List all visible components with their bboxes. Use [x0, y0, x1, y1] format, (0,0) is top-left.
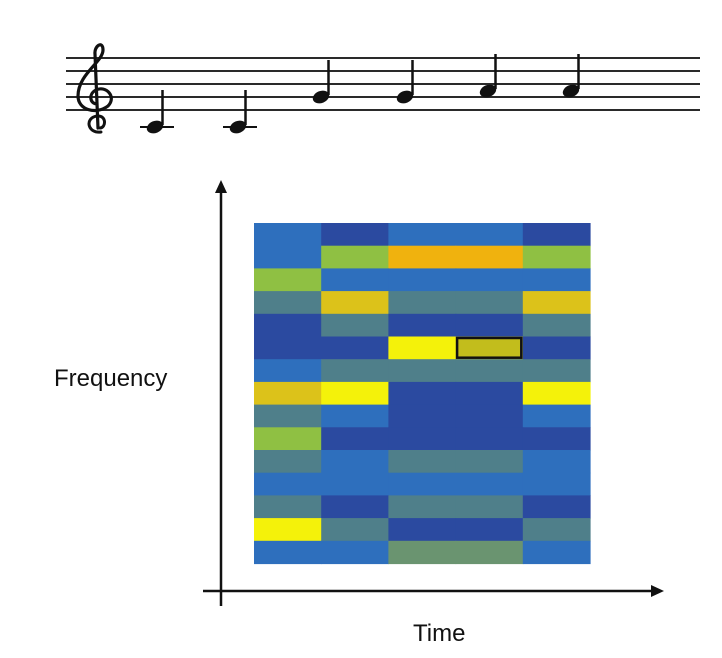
heatmap-cell: [388, 313, 457, 338]
x-axis-label: Time: [413, 620, 465, 647]
heatmap-cell: [455, 381, 524, 406]
heatmap-cell: [455, 313, 524, 338]
heatmap-cell: [254, 404, 322, 428]
heatmap-cell: [522, 336, 591, 360]
note: [562, 54, 580, 98]
note-head: [479, 84, 497, 98]
heatmap-cell: [455, 540, 524, 565]
note: [396, 60, 414, 104]
heatmap-cell: [321, 427, 389, 451]
heatmap-cell: [522, 472, 591, 496]
heatmap-cell: [522, 268, 591, 292]
heatmap-cell: [388, 359, 457, 383]
note-head: [396, 90, 414, 104]
heatmap-cell: [455, 245, 524, 269]
heatmap-cell: [522, 223, 591, 247]
y-axis-label: Frequency: [54, 365, 167, 392]
heatmap-cell: [522, 404, 591, 428]
heatmap-cell: [254, 518, 322, 542]
heatmap-cell: [254, 495, 322, 519]
heatmap-cell: [388, 450, 457, 474]
staff-lines: [66, 57, 700, 111]
heatmap-cell: [455, 404, 524, 428]
note-head: [312, 90, 330, 104]
heatmap-cell: [388, 495, 457, 519]
note: [479, 54, 497, 98]
heatmap-cell: [321, 223, 389, 247]
highlighted-cell-outline: [455, 336, 523, 359]
heatmap-cell: [254, 223, 322, 247]
heatmap-cell: [455, 427, 524, 451]
heatmap-cell: [388, 245, 457, 269]
heatmap-cell: [321, 268, 389, 292]
note: [223, 90, 257, 134]
heatmap-cell: [254, 450, 322, 474]
heatmap-cell: [388, 268, 457, 292]
note-head: [146, 120, 164, 134]
note-head: [229, 120, 247, 134]
heatmap-cell: [522, 245, 591, 269]
heatmap-cell: [321, 359, 389, 383]
heatmap-cell: [254, 359, 322, 383]
heatmap-cell: [321, 540, 389, 565]
heatmap-cell: [321, 518, 389, 542]
heatmap-cell: [522, 518, 591, 542]
heatmap-cell: [388, 336, 457, 360]
heatmap-cell: [455, 336, 524, 360]
heatmap-cell: [388, 291, 457, 315]
heatmap-cell: [522, 450, 591, 474]
heatmap-cell: [388, 381, 457, 406]
note-head: [562, 84, 580, 98]
heatmap-cell: [321, 245, 389, 269]
heatmap-cell: [522, 427, 591, 451]
heatmap-cell: [254, 313, 322, 338]
heatmap-cell: [388, 427, 457, 451]
heatmap-cell: [522, 359, 591, 383]
heatmap-cell: [321, 404, 389, 428]
heatmap-cell: [254, 427, 322, 451]
note: [140, 90, 174, 134]
heatmap-cell: [455, 223, 524, 247]
treble-clef-icon: [76, 43, 113, 134]
spectrogram-heatmap: [254, 223, 591, 565]
heatmap-cell: [254, 472, 322, 496]
heatmap-cell: [254, 336, 322, 360]
note: [312, 60, 330, 104]
heatmap-cell: [254, 381, 322, 406]
heatmap-cell: [455, 268, 524, 292]
heatmap-cell: [522, 291, 591, 315]
heatmap-cell: [321, 336, 389, 360]
heatmap-cell: [522, 381, 591, 406]
heatmap-cell: [455, 359, 524, 383]
heatmap-cell: [455, 472, 524, 496]
music-staff: [66, 43, 700, 134]
heatmap-cell: [254, 291, 322, 315]
heatmap-cell: [388, 518, 457, 542]
heatmap-cell: [254, 245, 322, 269]
heatmap-cell: [254, 540, 322, 565]
heatmap-cell: [254, 268, 322, 292]
heatmap-cell: [388, 404, 457, 428]
heatmap-cell: [388, 540, 457, 565]
heatmap-cell: [455, 495, 524, 519]
heatmap-cell: [455, 450, 524, 474]
heatmap-cell: [522, 313, 591, 338]
axes: [203, 180, 664, 606]
heatmap-cell: [321, 381, 389, 406]
heatmap-cell: [455, 518, 524, 542]
heatmap-cell: [388, 472, 457, 496]
heatmap-cell: [321, 495, 389, 519]
heatmap-cell: [321, 450, 389, 474]
heatmap-cell: [388, 223, 457, 247]
heatmap-cell: [321, 313, 389, 338]
y-axis-arrowhead: [215, 180, 227, 193]
heatmap-cell: [522, 495, 591, 519]
x-axis-arrowhead: [651, 585, 664, 597]
heatmap-cell: [321, 472, 389, 496]
heatmap-cell: [522, 540, 591, 565]
heatmap-cell: [321, 291, 389, 315]
heatmap-cell: [455, 291, 524, 315]
